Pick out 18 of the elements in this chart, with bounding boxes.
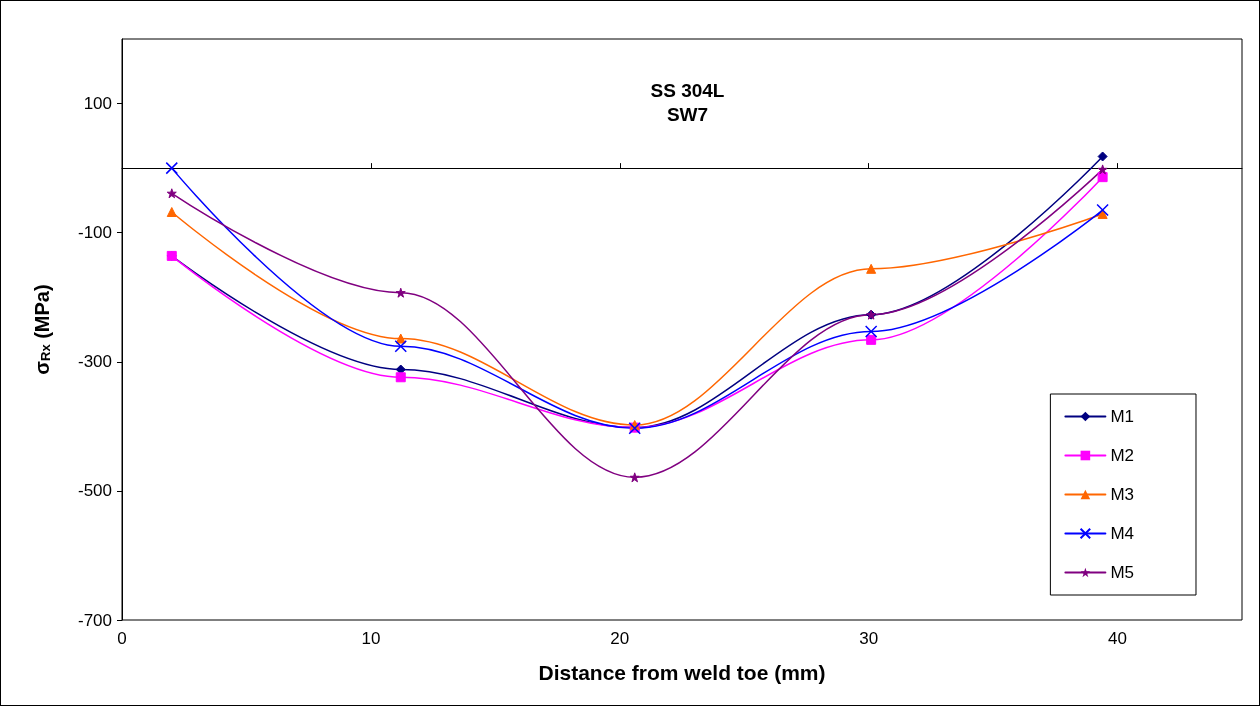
x-tick-label: 10: [361, 629, 381, 648]
legend-label: M5: [1110, 563, 1135, 582]
x-tick-label: 0: [117, 629, 127, 648]
text: SS 304L SW7: [650, 79, 725, 125]
y-axis-title: σRx (MPa): [31, 284, 53, 375]
legend-label: M1: [1110, 407, 1135, 426]
y-tick-label: -300: [77, 352, 112, 372]
y-tick-label: -100: [77, 223, 112, 243]
y-tick-label: 100: [83, 94, 112, 114]
x-axis-title: Distance from weld toe (mm): [538, 661, 826, 684]
legend-label: M3: [1110, 485, 1135, 504]
legend-label: M4: [1110, 524, 1135, 543]
y-tick-label: -700: [77, 610, 112, 630]
x-tick-label: 30: [859, 629, 879, 648]
legend-label: M2: [1110, 446, 1135, 465]
x-tick-label: 40: [1108, 629, 1128, 648]
y-tick-label: -500: [77, 481, 112, 501]
x-tick-label: 20: [610, 629, 630, 648]
